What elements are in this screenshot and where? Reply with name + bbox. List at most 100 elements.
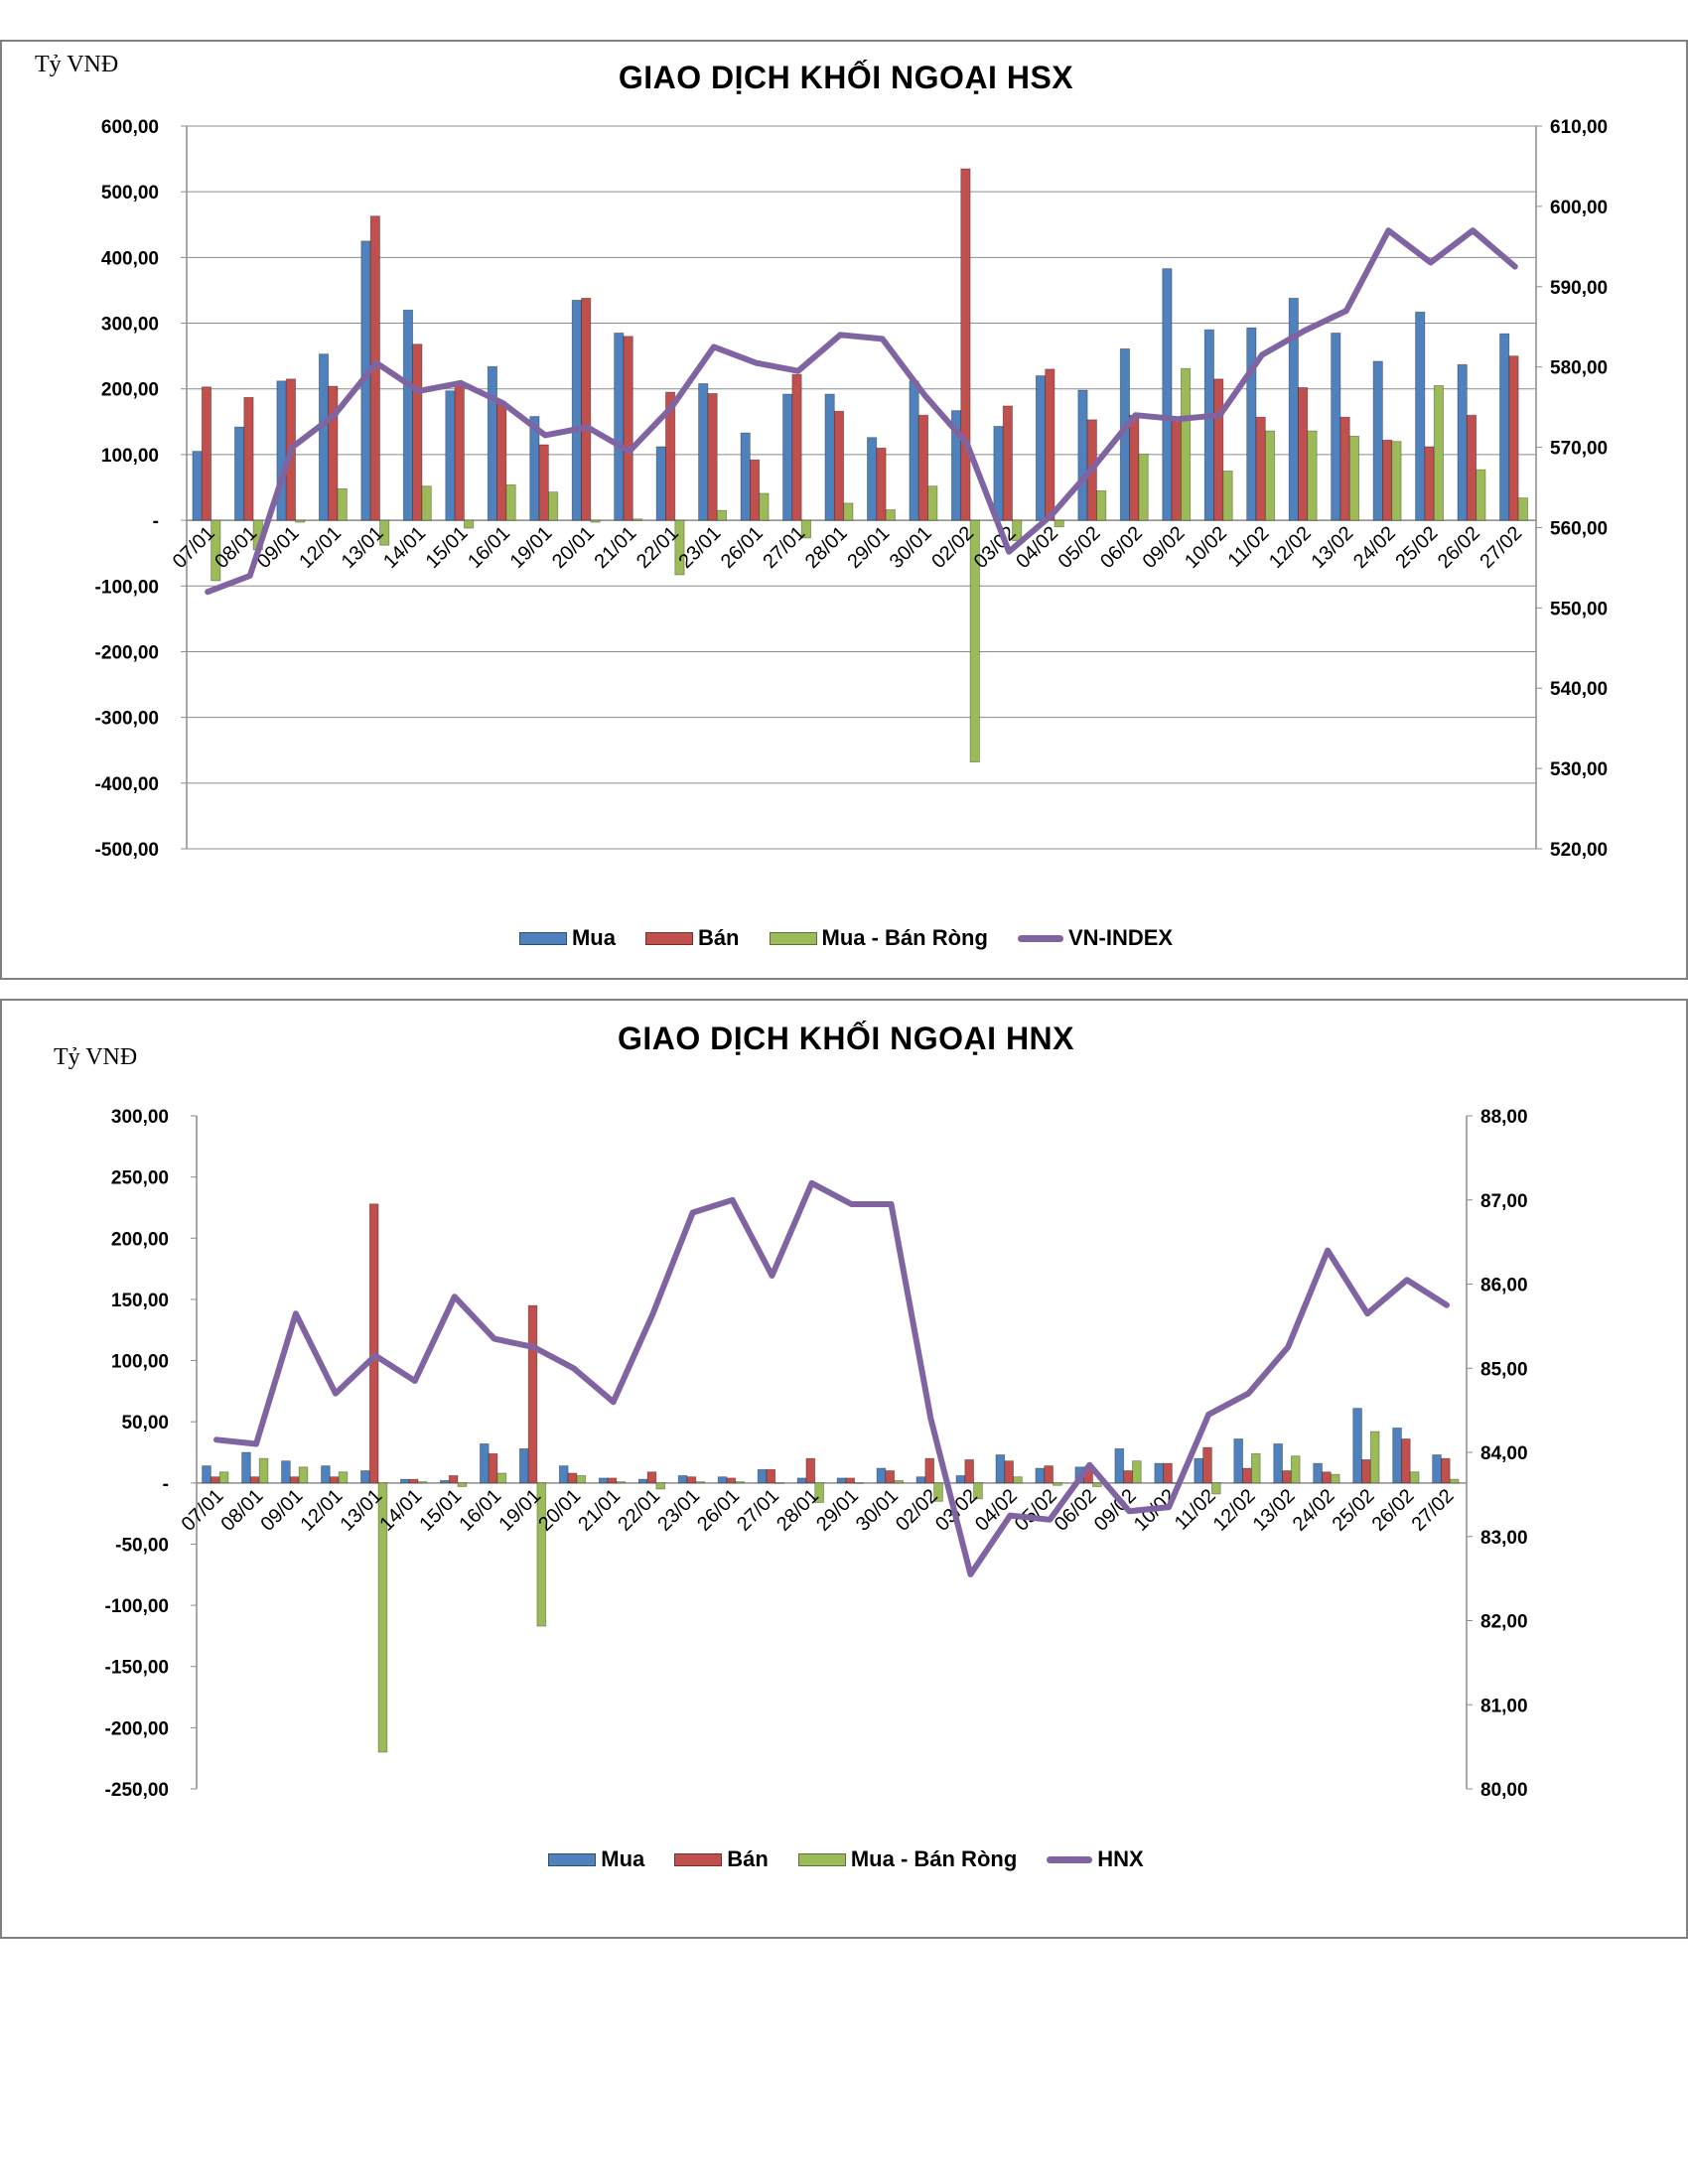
right-tick-label: 86,00: [1480, 1276, 1528, 1297]
bar-ban: [1508, 355, 1519, 521]
bar-rong: [973, 1482, 983, 1500]
bar-mua: [202, 1465, 211, 1484]
left-tick-label: 200,00: [101, 380, 159, 401]
bar-ban: [1441, 1457, 1451, 1484]
bar-mua: [1162, 268, 1173, 521]
bar-ban: [1002, 405, 1013, 521]
left-tick-label: -150,00: [105, 1658, 169, 1679]
legend-item-rong: Mua - Bán Ròng: [797, 1846, 1017, 1872]
bar-ban: [329, 1476, 340, 1484]
bar-rong: [295, 519, 306, 523]
bar-ban: [766, 1468, 776, 1484]
bar-ban: [791, 373, 802, 521]
bar-ban: [496, 401, 507, 521]
bar-rong: [1330, 1473, 1340, 1484]
bar-mua: [1114, 1447, 1125, 1484]
bar-rong: [417, 1481, 428, 1484]
category-label: 06/02: [1096, 522, 1147, 573]
category-label: 15/01: [422, 522, 473, 573]
bar-ban: [201, 386, 212, 521]
left-tick-label: -50,00: [115, 1535, 169, 1556]
category-label: 29/01: [843, 522, 894, 573]
bar-rong: [695, 1481, 706, 1484]
bar-mua: [1432, 1454, 1442, 1484]
bar-rong: [735, 1481, 745, 1484]
legend-item-vnindex: VN-INDEX: [1017, 925, 1173, 951]
bar-rong: [1013, 1476, 1023, 1484]
bar-ban: [412, 343, 423, 521]
bar-rong: [377, 1482, 388, 1753]
right-tick-label: 80,00: [1480, 1780, 1528, 1801]
bar-ban: [1004, 1460, 1014, 1484]
vn-index-line: [205, 227, 1518, 596]
bar-rong: [885, 509, 896, 521]
bar-mua: [717, 1476, 728, 1484]
category-label: 21/01: [591, 522, 641, 573]
left-tick-label: -300,00: [95, 709, 159, 730]
bar-rong: [969, 519, 980, 763]
legend-swatch-rong: [769, 931, 817, 945]
bar-mua: [360, 1470, 370, 1484]
bar-ban: [1298, 387, 1309, 521]
bar-mua: [400, 1478, 410, 1484]
bar-ban: [1382, 439, 1393, 521]
category-label: 08/01: [217, 1485, 268, 1536]
bar-mua: [1499, 333, 1510, 521]
legend-label-ban: Bán: [697, 925, 740, 950]
legend-label-mua: Mua: [571, 925, 616, 950]
left-tick-label: 300,00: [101, 315, 159, 336]
bar-mua: [518, 1447, 529, 1484]
bar-rong: [1138, 453, 1149, 521]
bar-mua: [740, 432, 751, 521]
bar-mua: [192, 451, 203, 521]
bar-ban: [408, 1478, 419, 1484]
left-tick-label: 600,00: [101, 117, 159, 138]
right-tick-label: 560,00: [1550, 518, 1608, 539]
right-tick-label: 590,00: [1550, 278, 1608, 299]
bar-ban: [328, 385, 339, 521]
bar-rong: [632, 518, 643, 521]
bar-ban: [1466, 414, 1477, 521]
bar-ban: [1163, 1462, 1173, 1484]
bar-mua: [955, 1475, 966, 1484]
hsx-legend: Mua Bán Mua - Bán Ròng VN-INDEX: [2, 925, 1688, 951]
bar-rong: [1409, 1471, 1420, 1484]
bar-rong: [759, 492, 770, 521]
legend-swatch-ban: [644, 931, 693, 945]
category-label: 23/01: [653, 1485, 704, 1536]
hsx-chart-svg: 600,00 500,00 400,00 300,00 200,00 100,00 - -10…: [95, 117, 1609, 861]
bar-ban: [665, 391, 676, 521]
bar-rong: [379, 519, 390, 546]
category-label: 26/02: [1434, 522, 1484, 573]
bar-rong: [1092, 1482, 1102, 1487]
hnx-index-line: [213, 1179, 1450, 1577]
bar-ban: [1044, 1465, 1054, 1484]
category-label: 24/02: [1289, 1485, 1339, 1536]
bar-rong: [1132, 1460, 1142, 1484]
category-label: 25/02: [1329, 1485, 1379, 1536]
right-tick-label: 85,00: [1480, 1359, 1528, 1380]
category-label: 12/01: [296, 1485, 347, 1536]
bar-rong: [298, 1466, 309, 1484]
bar-rong: [464, 519, 475, 529]
hnx-chart-title: GIAO DỊCH KHỐI NGOẠI HNX: [617, 1021, 1074, 1056]
bar-rong: [1307, 430, 1318, 521]
left-tick-label: 300,00: [111, 1107, 169, 1128]
bar-ban: [917, 414, 929, 521]
left-tick-label: -100,00: [95, 577, 159, 598]
bar-ban: [749, 459, 761, 521]
left-tick-label: -200,00: [105, 1718, 169, 1739]
bar-ban: [623, 336, 633, 521]
category-label: 20/01: [548, 522, 599, 573]
category-label: 30/01: [886, 522, 936, 573]
bar-ban: [1282, 1470, 1292, 1484]
right-tick-label: 550,00: [1550, 599, 1608, 619]
category-label: 15/01: [415, 1485, 466, 1536]
bar-mua: [1273, 1442, 1283, 1484]
bar-rong: [1250, 1452, 1261, 1484]
bar-mua: [1457, 363, 1468, 521]
left-tick-label: 200,00: [111, 1229, 169, 1250]
bar-ban: [1202, 1446, 1212, 1484]
legend-label-ban: Bán: [727, 1846, 769, 1871]
bar-mua: [558, 1465, 569, 1484]
